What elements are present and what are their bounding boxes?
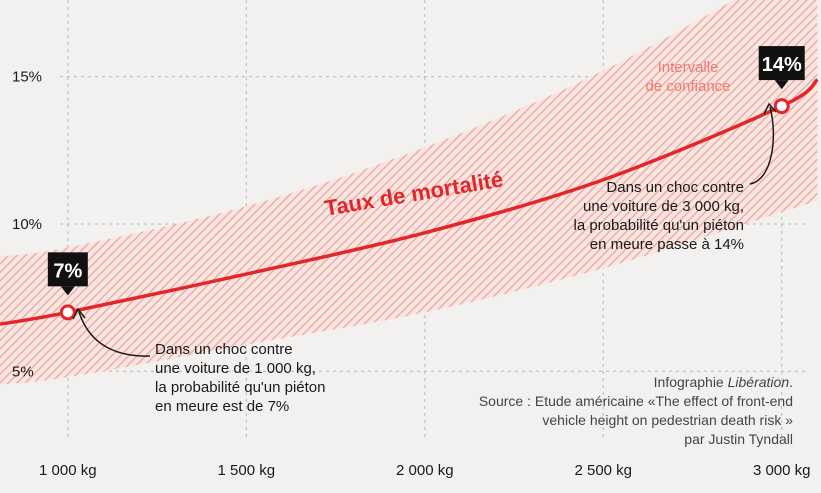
highlight-point-3000 <box>773 98 790 115</box>
badge-3000 <box>758 46 805 81</box>
series-line-taux-de-mortalite <box>0 78 819 326</box>
x-tick-label: 1 000 kg <box>39 462 97 479</box>
credit-infographie-prefix: Infographie <box>654 374 728 390</box>
annotation-3000kg: Dans un choc contre une voiture de 3 000… <box>574 102 777 253</box>
x-tick-label: 1 500 kg <box>218 462 276 479</box>
annotation-3000kg-line-4: en meure passe à 14% <box>590 236 744 253</box>
badge-1000 <box>47 252 88 287</box>
credits: Infographie Libération. Source : Etude a… <box>479 374 793 447</box>
confidence-interval-label-line-2: de confiance <box>645 78 730 95</box>
annotation-1000kg-line-4: en meure est de 7% <box>155 398 289 415</box>
badge-value-3000: 14% <box>762 54 802 76</box>
confidence-interval-band <box>0 0 818 385</box>
badge-pointer-3000 <box>774 80 789 90</box>
x-tick-label: 2 000 kg <box>396 462 454 479</box>
annotation-3000kg-line-2: une voiture de 3 000 kg, <box>583 198 744 215</box>
annotation-1000kg-line-3: la probabilité qu'un piéton <box>155 379 326 396</box>
confidence-interval-label-line-1: Intervalle <box>658 59 719 76</box>
credit-source-line-3: par Justin Tyndall <box>684 431 793 447</box>
badge-pointer-1000 <box>60 286 75 296</box>
annotation-3000kg-line-3: la probabilité qu'un piéton <box>574 217 745 234</box>
annotation-1000kg: Dans un choc contre une voiture de 1 000… <box>72 307 326 415</box>
x-tick-label: 2 500 kg <box>574 462 632 479</box>
y-tick-label: 15% <box>12 69 42 86</box>
credit-source-line-2: vehicle height on pedestrian death risk … <box>542 412 793 428</box>
annotation-3000kg-line-1: Dans un choc contre <box>606 179 744 196</box>
y-tick-label: 5% <box>12 363 34 380</box>
highlights: 7% 14% <box>47 46 805 321</box>
x-tick-label: 3 000 kg <box>753 462 811 479</box>
credit-infographie: Infographie Libération. <box>654 374 793 390</box>
credit-infographie-suffix: . <box>789 374 793 390</box>
credit-infographie-name: Libération <box>728 374 790 390</box>
highlight-point-1000 <box>59 304 76 321</box>
y-tick-label: 10% <box>12 216 42 233</box>
annotation-arrow-3000kg <box>749 106 775 185</box>
badge-value-1000: 7% <box>53 260 82 282</box>
annotation-1000kg-line-1: Dans un choc contre <box>155 341 293 358</box>
annotation-arrowhead-3000kg <box>763 102 777 115</box>
annotation-1000kg-line-2: une voiture de 1 000 kg, <box>155 360 316 377</box>
axis-ticks: 5% 10% 15% 1 000 kg 1 500 kg 2 000 kg 2 500 kg… <box>12 69 811 479</box>
annotation-arrowhead-1000kg <box>72 307 86 320</box>
credit-source-line-1: Source : Etude américaine «The effect of… <box>479 393 793 409</box>
annotation-arrow-1000kg <box>78 311 151 357</box>
